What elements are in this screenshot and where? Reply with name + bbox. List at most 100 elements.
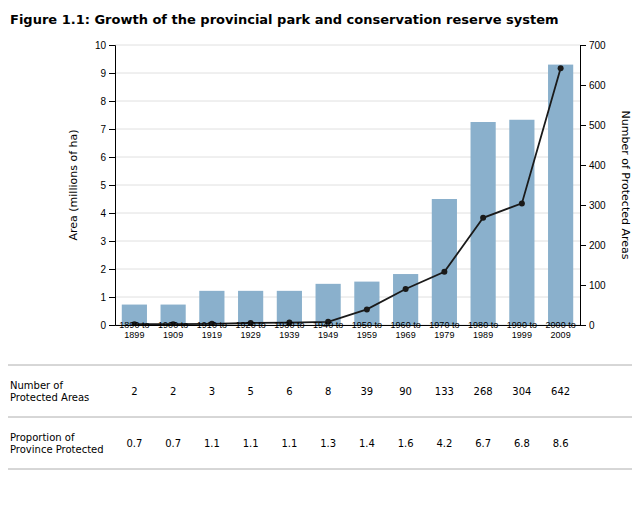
table-rule xyxy=(8,365,632,366)
tick-mark xyxy=(109,101,115,102)
tick: 5 xyxy=(100,180,115,191)
table-cell: 304 xyxy=(512,386,531,397)
tick: 1950 to1959 xyxy=(352,320,382,340)
table-cell: 0.7 xyxy=(165,438,181,449)
tick-label: 100 xyxy=(589,280,606,291)
grid xyxy=(115,45,580,325)
marker xyxy=(558,65,564,71)
table-cell: 8 xyxy=(325,386,331,397)
tick: 7 xyxy=(100,124,115,135)
tick: 1930 to1939 xyxy=(274,320,304,340)
tick-mark xyxy=(109,73,115,74)
tick-label: 9 xyxy=(100,68,106,79)
text-line: Proportion of xyxy=(10,432,75,443)
tick: 1910 to1919 xyxy=(197,320,227,340)
text-line: 1899 xyxy=(124,330,144,340)
table-cell: 2 xyxy=(131,386,137,397)
text-line: 1929 xyxy=(241,330,261,340)
marks xyxy=(122,65,573,325)
marker xyxy=(480,215,486,221)
table-cell: 0.7 xyxy=(126,438,142,449)
table-cell: 1.1 xyxy=(204,438,220,449)
marker xyxy=(403,286,409,292)
text-line: 1939 xyxy=(279,330,299,340)
axis-x: 1890 to1899 1900 to1909 1910 to1919 1920 to… xyxy=(116,320,581,340)
tick: 200 xyxy=(580,240,606,251)
axis-line xyxy=(109,46,116,326)
tick-label: 400 xyxy=(589,160,606,171)
table-cell: 6.7 xyxy=(475,438,491,449)
tick: 500 xyxy=(580,120,606,131)
plot: 01234567891001002003004005006007001890 t… xyxy=(95,40,606,340)
tick-mark xyxy=(580,325,586,326)
tick-label: 700 xyxy=(589,40,606,51)
title: Figure 1.1: Growth of the provincial par… xyxy=(10,12,559,27)
table-cell: 1.4 xyxy=(359,438,375,449)
tick: 9 xyxy=(100,68,115,79)
table-rule xyxy=(8,469,632,470)
text-line: 1890 to xyxy=(119,320,149,330)
tick-mark xyxy=(580,285,586,286)
tick-label: 8 xyxy=(100,96,106,107)
tick: 100 xyxy=(580,280,606,291)
table-cell: 268 xyxy=(474,386,493,397)
grid-line xyxy=(115,101,580,102)
tick: 0 xyxy=(580,320,595,331)
text-line: 1990 to xyxy=(507,320,537,330)
tick: 700 xyxy=(580,40,606,51)
tick-label: 10 xyxy=(95,40,107,51)
bar xyxy=(354,282,379,325)
grid-line xyxy=(115,45,580,46)
bar xyxy=(393,274,418,325)
tick-label: 1900 to1909 xyxy=(158,320,188,340)
tick: 1900 to1909 xyxy=(158,320,188,340)
tick-mark xyxy=(580,45,586,46)
marker xyxy=(364,306,370,312)
tick-label: 1990 to1999 xyxy=(507,320,537,340)
text-line: 1919 xyxy=(202,330,222,340)
tick-mark xyxy=(109,213,115,214)
table-cell: 1.1 xyxy=(243,438,259,449)
chart: Figure 1.1: Growth of the provincial par… xyxy=(0,0,640,526)
bar xyxy=(509,120,534,325)
tick-mark xyxy=(109,45,115,46)
table-cell: 642 xyxy=(551,386,570,397)
tick-label: 1940 to1949 xyxy=(313,320,343,340)
tick: 1940 to1949 xyxy=(313,320,343,340)
tick-label: 2000 to2009 xyxy=(546,320,576,340)
text-line: 2009 xyxy=(551,330,571,340)
text-line: Province Protected xyxy=(10,444,104,455)
tick-label: 300 xyxy=(589,200,606,211)
table-cell: 6.8 xyxy=(514,438,530,449)
axis-y2ticks: 0100200300400500600700 xyxy=(580,40,606,331)
tick-mark xyxy=(109,241,115,242)
text-line: 1970 to xyxy=(429,320,459,330)
text-line: 1950 to xyxy=(352,320,382,330)
text-line: 1969 xyxy=(396,330,416,340)
tick: 300 xyxy=(580,200,606,211)
bar xyxy=(432,199,457,325)
table-rule xyxy=(8,417,632,418)
table-cell: 5 xyxy=(247,386,253,397)
table-cell: 3 xyxy=(209,386,215,397)
text-line: Number of xyxy=(10,380,63,391)
table-cell: 1.1 xyxy=(281,438,297,449)
table-cell: 90 xyxy=(399,386,412,397)
tick: 1 xyxy=(100,292,115,303)
text-line: 1980 to xyxy=(468,320,498,330)
tick-label: 1980 to1989 xyxy=(468,320,498,340)
tick: 1920 to1929 xyxy=(236,320,266,340)
tick: 2000 to2009 xyxy=(546,320,576,340)
text-line: 1999 xyxy=(512,330,532,340)
tick: 1960 to1969 xyxy=(391,320,421,340)
tick-mark xyxy=(109,129,115,130)
tick-mark xyxy=(580,125,586,126)
tick-label: 0 xyxy=(100,320,106,331)
tick-label: 0 xyxy=(589,320,595,331)
tick-mark xyxy=(580,205,586,206)
tick-label: 1890 to1899 xyxy=(119,320,149,340)
text-line: 1959 xyxy=(357,330,377,340)
table-cell: 1.6 xyxy=(398,438,414,449)
tick-mark xyxy=(109,269,115,270)
tick: 6 xyxy=(100,152,115,163)
